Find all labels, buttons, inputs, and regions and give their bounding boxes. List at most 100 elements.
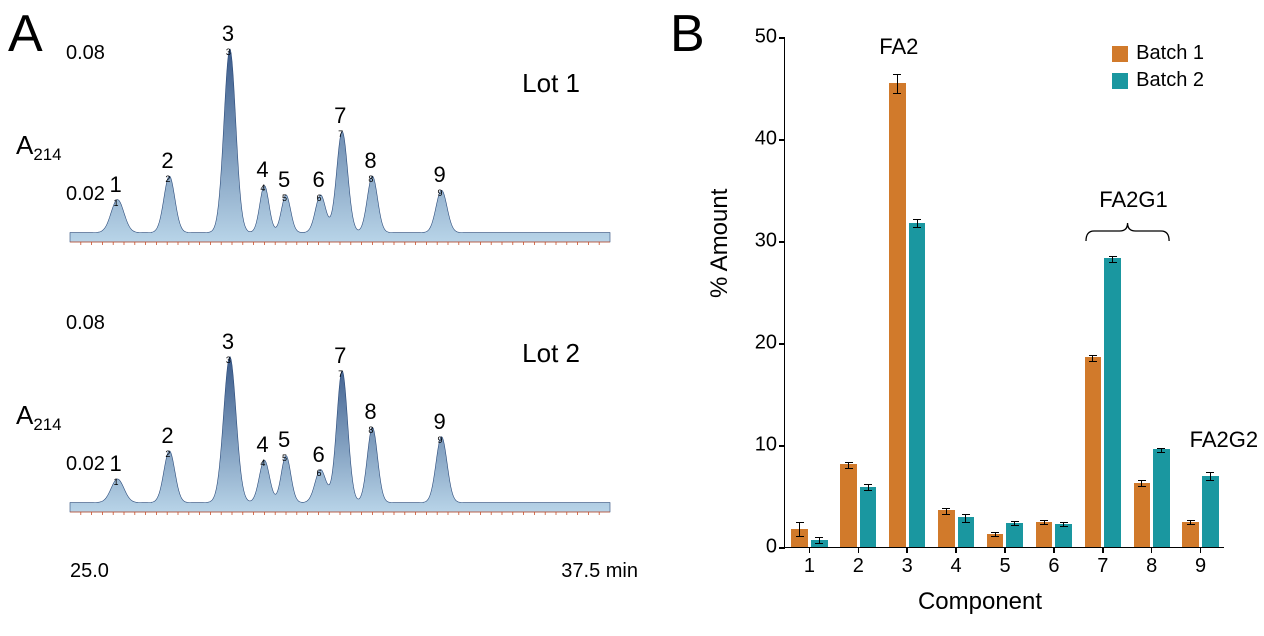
error-cap [1089, 361, 1097, 362]
error-cap [962, 514, 970, 515]
x-tick-label: 9 [1195, 555, 1206, 578]
x-tick-label: 3 [902, 555, 913, 578]
x-tick-max: 37.5 min [561, 560, 638, 583]
x-tick-label: 8 [1146, 555, 1157, 578]
peak-label: 9 [434, 409, 446, 435]
y-tick-mark [779, 547, 785, 549]
peak-label: 1 [110, 451, 122, 477]
error-cap [1157, 452, 1165, 453]
error-cap [913, 219, 921, 220]
error-cap [1206, 480, 1214, 481]
brace-icon [1086, 221, 1169, 243]
error-cap [864, 490, 872, 491]
peak-apex-number: 6 [317, 468, 322, 478]
peak-apex-number: 9 [438, 435, 443, 445]
bar-batch-2-c7 [1104, 258, 1121, 547]
peak-apex-number: 3 [226, 47, 231, 57]
error-cap [962, 522, 970, 523]
error-cap [1206, 472, 1214, 473]
error-cap [1157, 448, 1165, 449]
peak-label: 4 [256, 432, 268, 458]
error-cap [1040, 524, 1048, 525]
error-cap [1011, 525, 1019, 526]
x-tick-label: 1 [804, 555, 815, 578]
panel-letter-a: A [8, 4, 43, 64]
peak-label: 3 [222, 329, 234, 355]
error-cap [1060, 526, 1068, 527]
error-cap [942, 508, 950, 509]
x-axis-label: Component [720, 588, 1240, 616]
y-tick: 0.02 [66, 183, 105, 206]
chromatogram-svg [60, 20, 620, 260]
x-tick-label: 2 [853, 555, 864, 578]
error-cap [991, 532, 999, 533]
peak-apex-number: 2 [165, 174, 170, 184]
error-cap [845, 468, 853, 469]
peak-apex-number: 5 [282, 193, 287, 203]
peak-apex-number: 1 [114, 198, 119, 208]
error-cap [1060, 522, 1068, 523]
error-cap [815, 537, 823, 538]
peak-label: 8 [364, 399, 376, 425]
peak-label: 6 [313, 442, 325, 468]
annotation-fa2g2: FA2G2 [1190, 427, 1258, 453]
peak-apex-number: 3 [226, 355, 231, 365]
peak-apex-number: 4 [260, 458, 265, 468]
error-cap [1109, 256, 1117, 257]
peak-apex-number: 1 [114, 477, 119, 487]
y-tick-label: 20 [755, 332, 777, 355]
panel-a-chromatograms: A2140.020.08Lot 1112233445566778899A2140… [60, 20, 640, 620]
x-tick-mark [906, 547, 908, 553]
annotation-fa2g1: FA2G1 [1099, 187, 1167, 213]
chromatogram-lot-1: A2140.020.08Lot 1112233445566778899 [60, 20, 640, 290]
peak-label: 4 [256, 157, 268, 183]
x-tick-mark [1151, 547, 1153, 553]
error-cap [1011, 521, 1019, 522]
y-tick-label: 50 [755, 26, 777, 49]
error-cap [942, 514, 950, 515]
bar-batch-2-c3 [909, 223, 926, 547]
error-bar [897, 75, 898, 93]
bar-batch-2-c8 [1153, 449, 1170, 547]
x-tick-mark [1102, 547, 1104, 553]
annotation-fa2: FA2 [879, 34, 918, 60]
peak-apex-number: 8 [368, 174, 373, 184]
legend-item: Batch 1 [1112, 42, 1204, 65]
panel-letter-b: B [670, 4, 705, 64]
x-tick-mark [858, 547, 860, 553]
bar-batch-1-c4 [938, 510, 955, 547]
error-cap [1089, 355, 1097, 356]
peak-label: 8 [364, 148, 376, 174]
error-cap [1109, 262, 1117, 263]
peak-apex-number: 9 [438, 188, 443, 198]
peak-label: 3 [222, 21, 234, 47]
bar-batch-1-c2 [840, 464, 857, 547]
peak-label: 5 [278, 427, 290, 453]
bar-batch-1-c9 [1182, 522, 1199, 548]
bar-batch-2-c2 [860, 487, 877, 547]
y-tick-label: 0 [766, 536, 777, 559]
y-tick-mark [779, 445, 785, 447]
x-tick-mark [955, 547, 957, 553]
x-tick-label: 6 [1048, 555, 1059, 578]
y-axis-label-a: A214 [16, 400, 62, 435]
chromatogram-lot-2: A2140.020.08Lot 2112233445566778899 [60, 290, 640, 560]
error-cap [1187, 524, 1195, 525]
peak-label: 9 [434, 162, 446, 188]
error-cap [913, 227, 921, 228]
bar-batch-2-c9 [1202, 476, 1219, 547]
x-tick-label: 7 [1097, 555, 1108, 578]
error-cap [1040, 520, 1048, 521]
peak-label: 2 [161, 423, 173, 449]
error-cap [1138, 486, 1146, 487]
y-tick: 0.08 [66, 42, 105, 65]
x-axis-labels: 25.0 37.5 min [60, 560, 640, 590]
x-tick-min: 25.0 [70, 560, 109, 583]
peak-apex-number: 7 [338, 129, 343, 139]
error-cap [845, 462, 853, 463]
error-cap [1187, 520, 1195, 521]
bar-batch-1-c6 [1036, 522, 1053, 548]
peak-apex-number: 8 [368, 425, 373, 435]
error-cap [796, 522, 804, 523]
x-tick-mark [1200, 547, 1202, 553]
